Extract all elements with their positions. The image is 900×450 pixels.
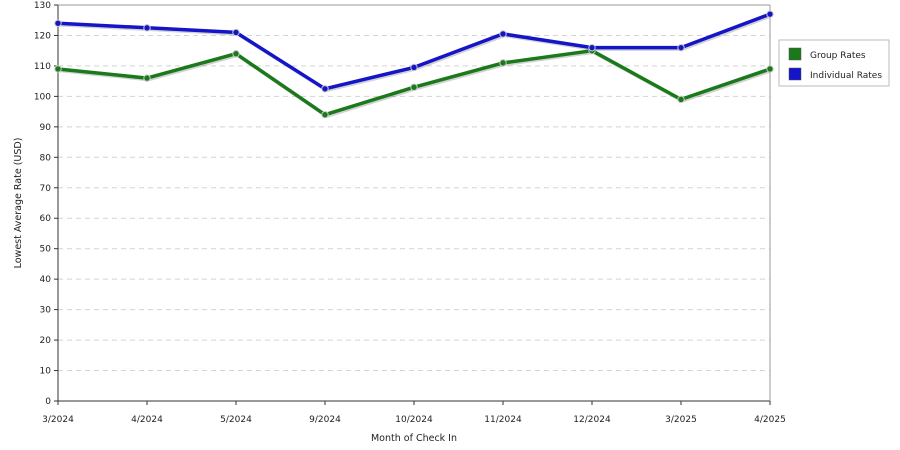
data-point: [410, 63, 418, 72]
series-shadow: [59, 13, 773, 93]
data-point: [321, 110, 329, 119]
series-line: [57, 12, 771, 91]
grid-lines: [58, 4, 770, 372]
series-lines: [54, 10, 774, 119]
y-axis-title: Lowest Average Rate (USD): [13, 138, 24, 269]
x-tick-label: 3/2025: [665, 415, 697, 425]
x-tick-label: 4/2024: [131, 415, 163, 425]
data-point: [232, 28, 240, 37]
x-tick-label: 4/2025: [754, 415, 786, 425]
data-point: [766, 10, 774, 18]
y-tick-label: 0: [45, 397, 51, 407]
x-axis-title: Month of Check In: [371, 433, 457, 444]
x-tick-label: 3/2024: [42, 415, 74, 425]
y-tick-label: 30: [40, 306, 52, 316]
data-point: [54, 65, 62, 73]
legend: Group Rates Individual Rates: [778, 39, 890, 87]
x-tick-label: 9/2024: [309, 415, 341, 425]
data-point: [143, 74, 151, 82]
y-tick-label: 120: [34, 31, 51, 41]
tick-labels: 0 10 20 30 40 50 60 70 80 90 100 110 120 130 3/2024 4/2…: [34, 1, 786, 425]
y-tick-label: 50: [40, 245, 52, 255]
legend-swatch: [788, 67, 802, 81]
y-tick-label: 110: [34, 62, 51, 72]
legend-label: Individual Rates: [810, 71, 882, 81]
x-tick-label: 11/2024: [484, 415, 522, 425]
data-point: [588, 43, 596, 52]
data-point: [677, 43, 685, 52]
data-point: [499, 30, 507, 38]
data-point: [499, 59, 507, 67]
series-line: [57, 48, 771, 117]
data-point: [410, 83, 418, 91]
legend-label: Group Rates: [810, 51, 866, 61]
data-point: [766, 65, 774, 73]
y-tick-label: 80: [40, 153, 52, 163]
y-tick-label: 40: [40, 275, 52, 285]
y-tick-label: 130: [34, 1, 51, 11]
x-tick-label: 5/2024: [220, 415, 252, 425]
y-tick-label: 60: [40, 214, 52, 224]
x-tick-label: 12/2024: [573, 415, 611, 425]
x-tick-label: 10/2024: [395, 415, 433, 425]
y-tick-label: 100: [34, 92, 51, 102]
data-point: [54, 19, 62, 27]
data-point: [143, 24, 151, 32]
y-tick-label: 90: [40, 123, 52, 133]
y-tick-label: 20: [40, 336, 52, 346]
data-point: [232, 50, 240, 58]
legend-swatch: [788, 47, 802, 61]
y-tick-label: 70: [40, 184, 52, 194]
data-point: [321, 85, 329, 93]
y-tick-label: 10: [40, 367, 52, 377]
data-point: [677, 95, 685, 104]
